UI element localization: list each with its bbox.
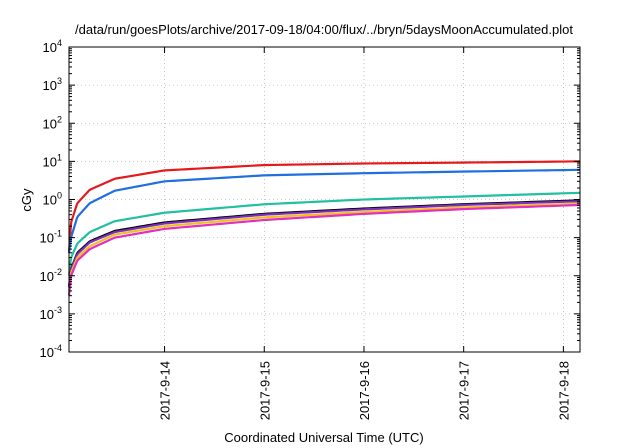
x-tick-label: 2017-9-17 xyxy=(457,361,472,420)
x-axis-label: Coordinated Universal Time (UTC) xyxy=(224,430,423,445)
y-tick-label: 104 xyxy=(43,38,62,55)
y-tick-label: 10-1 xyxy=(40,229,62,246)
y-tick-label: 100 xyxy=(43,191,62,208)
series-line-7 xyxy=(67,203,581,296)
series-line-2 xyxy=(67,168,581,253)
x-tick-label: 2017-9-18 xyxy=(556,361,571,420)
grid xyxy=(69,47,580,352)
series-group xyxy=(67,160,581,296)
x-tick-label: 2017-9-16 xyxy=(357,361,372,420)
y-tick-label: 10-4 xyxy=(40,343,62,360)
series-line-3 xyxy=(67,191,581,276)
chart-title: /data/run/goesPlots/archive/2017-09-18/0… xyxy=(75,22,573,37)
y-tick-label: 10-2 xyxy=(40,267,62,284)
y-axis-label: cGy xyxy=(19,188,34,212)
series-line-6 xyxy=(67,202,581,292)
y-tick-label: 10-3 xyxy=(40,305,62,322)
series-line-1 xyxy=(67,160,581,253)
ticks-group: 10-4 10-3 10-2 10-1 100 101 102 103 104 2017-9-14… xyxy=(40,38,580,420)
x-tick-label: 2017-9-14 xyxy=(158,361,173,420)
series-line-5 xyxy=(67,200,581,288)
y-tick-label: 103 xyxy=(43,76,62,93)
y-tick-label: 102 xyxy=(43,114,62,131)
y-tick-label: 101 xyxy=(43,152,62,169)
x-tick-label: 2017-9-15 xyxy=(257,361,272,420)
